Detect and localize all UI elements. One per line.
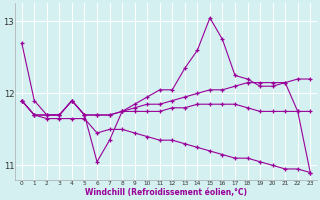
X-axis label: Windchill (Refroidissement éolien,°C): Windchill (Refroidissement éolien,°C) xyxy=(85,188,247,197)
